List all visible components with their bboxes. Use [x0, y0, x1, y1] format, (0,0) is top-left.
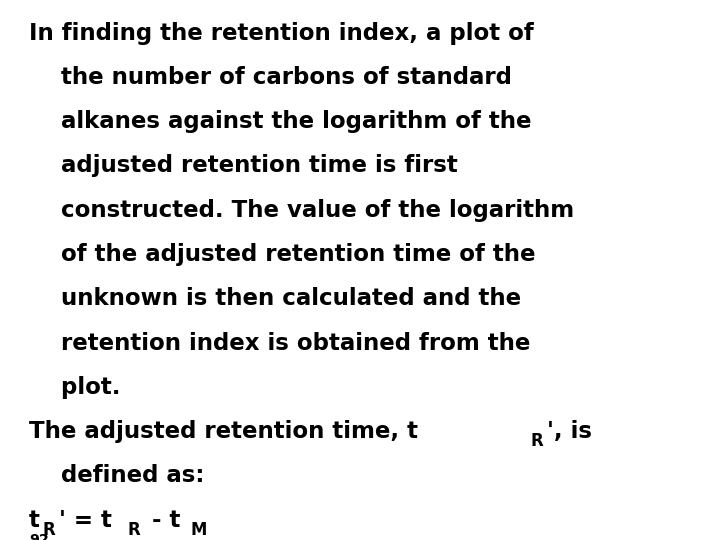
- Text: - t: - t: [144, 509, 180, 532]
- Text: ', is: ', is: [547, 420, 592, 443]
- Text: The adjusted retention time, t: The adjusted retention time, t: [29, 420, 418, 443]
- Text: alkanes against the logarithm of the: alkanes against the logarithm of the: [29, 110, 531, 133]
- Text: R: R: [127, 521, 140, 538]
- Text: the number of carbons of standard: the number of carbons of standard: [29, 66, 512, 89]
- Text: R: R: [531, 432, 544, 450]
- Text: adjusted retention time is first: adjusted retention time is first: [29, 154, 457, 178]
- Text: constructed. The value of the logarithm: constructed. The value of the logarithm: [29, 199, 574, 222]
- Text: unknown is then calculated and the: unknown is then calculated and the: [29, 287, 521, 310]
- Text: of the adjusted retention time of the: of the adjusted retention time of the: [29, 243, 535, 266]
- Text: t: t: [29, 509, 40, 532]
- Text: defined as:: defined as:: [29, 464, 204, 488]
- Text: 92: 92: [29, 533, 48, 540]
- Text: plot.: plot.: [29, 376, 120, 399]
- Text: R: R: [42, 521, 55, 538]
- Text: ' = t: ' = t: [59, 509, 112, 532]
- Text: M: M: [191, 521, 207, 538]
- Text: In finding the retention index, a plot of: In finding the retention index, a plot o…: [29, 22, 534, 45]
- Text: retention index is obtained from the: retention index is obtained from the: [29, 332, 530, 355]
